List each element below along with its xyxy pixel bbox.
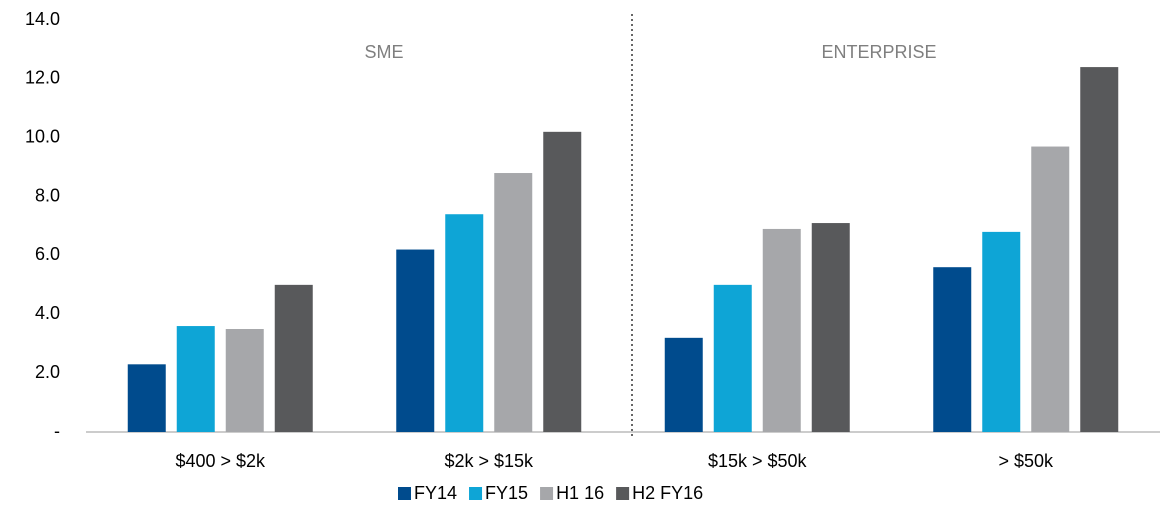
y-tick-label: 2.0 (35, 362, 60, 382)
bar (762, 228, 801, 432)
segment-label: ENTERPRISE (821, 42, 936, 62)
legend-label: FY15 (485, 483, 528, 503)
legend-swatch (398, 487, 411, 500)
bar (811, 223, 850, 432)
legend-swatch (469, 487, 483, 500)
bar (982, 231, 1021, 432)
bar (933, 267, 972, 432)
y-tick-label: 10.0 (25, 126, 60, 146)
y-tick-label: - (54, 421, 60, 441)
bar (225, 329, 264, 432)
y-tick-label: 6.0 (35, 244, 60, 264)
bar (274, 284, 313, 432)
x-tick-label: $15k > $50k (708, 451, 808, 471)
bar (445, 214, 484, 432)
legend-label: H2 FY16 (632, 483, 703, 503)
bar (543, 131, 582, 433)
y-tick-label: 14.0 (25, 9, 60, 29)
legend-label: FY14 (414, 483, 457, 503)
legend-swatch (540, 487, 554, 500)
bar (664, 337, 703, 432)
legend-label: H1 16 (556, 483, 604, 503)
x-tick-label: > $50k (998, 451, 1054, 471)
y-tick-label: 4.0 (35, 303, 60, 323)
x-tick-label: $400 > $2k (175, 451, 266, 471)
bar (494, 173, 533, 432)
legend-swatch (616, 487, 630, 500)
x-tick-label: $2k > $15k (444, 451, 534, 471)
y-tick-label: 8.0 (35, 185, 60, 205)
bar (396, 249, 435, 432)
y-tick-label: 12.0 (25, 68, 60, 88)
bar (1031, 146, 1070, 433)
bar (1080, 67, 1119, 432)
bar (127, 364, 166, 432)
bar (176, 326, 215, 432)
bar (713, 284, 752, 432)
segment-label: SME (364, 42, 403, 62)
